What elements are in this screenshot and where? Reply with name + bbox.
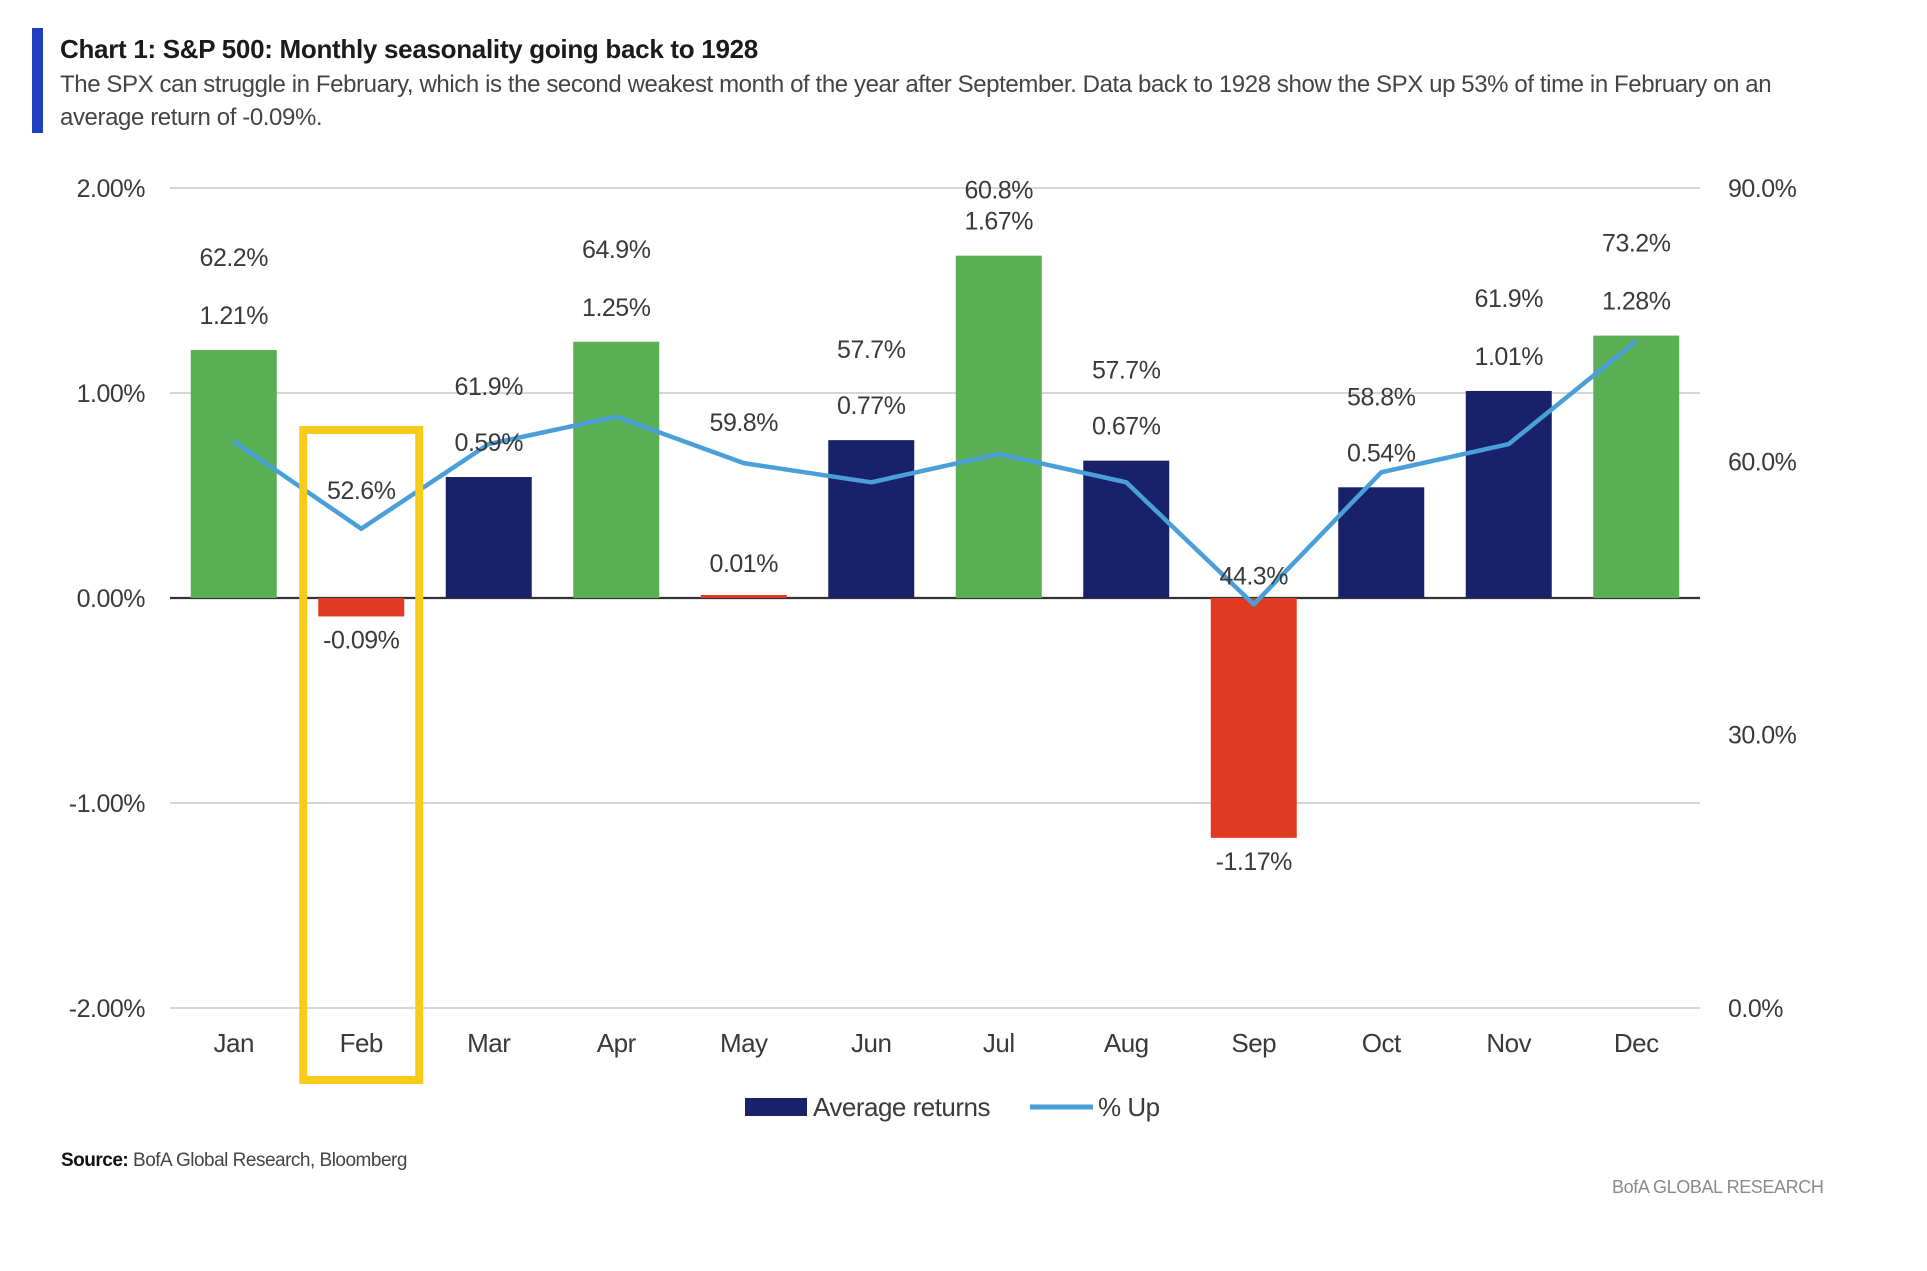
pct-up-value-label: 61.9% — [1475, 285, 1544, 313]
line-point — [1634, 339, 1638, 343]
y-left-tick-label: 1.00% — [77, 380, 146, 408]
bar — [1593, 335, 1680, 598]
title-accent-bar — [32, 28, 43, 133]
bar — [190, 349, 277, 598]
bar — [955, 255, 1042, 598]
bar — [1465, 390, 1552, 598]
line-point — [1507, 442, 1511, 446]
line-point — [1252, 602, 1256, 606]
pct-up-value-label: 73.2% — [1602, 230, 1671, 258]
bar-value-label: 0.67% — [1092, 413, 1161, 441]
chart-title: Chart 1: S&P 500: Monthly seasonality go… — [60, 34, 758, 64]
y-left-tick-label: -2.00% — [69, 995, 145, 1023]
legend-bar-swatch — [745, 1098, 807, 1116]
pct-up-value-label: 44.3% — [1220, 562, 1289, 590]
y-right-tick-label: 30.0% — [1728, 722, 1797, 750]
pct-up-value-label: 59.8% — [710, 409, 779, 437]
y-left-tick-label: 0.00% — [77, 585, 146, 613]
bar-value-label: 1.01% — [1475, 343, 1544, 371]
x-tick-label: May — [720, 1028, 768, 1058]
pct-up-value-label: 61.9% — [455, 373, 524, 401]
bar-value-label: -1.17% — [1216, 848, 1292, 876]
pct-up-value-label: 57.7% — [837, 336, 906, 364]
x-tick-label: Jan — [214, 1028, 254, 1058]
line-point — [359, 527, 363, 531]
source-label: Source: — [61, 1150, 129, 1171]
bar-value-label: 0.01% — [710, 550, 779, 578]
line-point — [487, 442, 491, 446]
bar — [445, 477, 532, 598]
x-tick-label: Dec — [1614, 1028, 1659, 1058]
pct-up-value-label: 60.8% — [965, 177, 1034, 205]
pct-up-value-label: 62.2% — [200, 244, 269, 272]
bar-value-label: 0.59% — [455, 429, 524, 457]
bar — [828, 440, 915, 598]
legend-label-average-returns: Average returns — [813, 1092, 991, 1122]
line-point — [742, 461, 746, 465]
x-tick-label: Apr — [597, 1028, 637, 1058]
bar-value-label: 0.77% — [837, 392, 906, 420]
y-left-tick-label: -1.00% — [69, 790, 145, 818]
y-right-tick-label: 0.0% — [1728, 995, 1783, 1023]
bar — [573, 341, 660, 598]
bar-value-label: 1.28% — [1602, 288, 1671, 316]
line-point — [614, 415, 618, 419]
line-point — [1379, 470, 1383, 474]
x-tick-label: Jun — [851, 1028, 891, 1058]
x-tick-label: Feb — [340, 1028, 383, 1058]
pct-up-line — [232, 339, 1638, 607]
line-point — [232, 439, 236, 443]
legend-label-pct-up: % Up — [1098, 1092, 1160, 1122]
x-tick-label: Mar — [467, 1028, 511, 1058]
line-point — [1124, 480, 1128, 484]
bar — [1338, 487, 1425, 598]
x-tick-label: Oct — [1362, 1028, 1402, 1058]
bar — [1210, 598, 1297, 838]
pct-up-value-label: 52.6% — [327, 477, 396, 505]
pct-up-value-label: 58.8% — [1347, 383, 1416, 411]
bar-value-label: -0.09% — [323, 626, 399, 654]
y-right-tick-label: 90.0% — [1728, 175, 1797, 203]
bar — [318, 598, 405, 617]
y-right-tick-label: 60.0% — [1728, 448, 1797, 476]
line-point — [869, 480, 873, 484]
chart-subtitle: The SPX can struggle in February, which … — [60, 71, 1772, 131]
pct-up-value-label: 64.9% — [582, 236, 651, 264]
bar — [700, 595, 787, 598]
x-tick-label: Jul — [983, 1028, 1015, 1058]
bar-value-label: 0.54% — [1347, 439, 1416, 467]
pct-up-value-label: 57.7% — [1092, 357, 1161, 385]
bar-value-label: 1.67% — [965, 208, 1034, 236]
source-note: Source: BofA Global Research, Bloomberg — [61, 1150, 407, 1172]
branding-label: BofA GLOBAL RESEARCH — [1612, 1177, 1824, 1197]
x-tick-label: Aug — [1104, 1028, 1149, 1058]
y-left-tick-label: 2.00% — [77, 175, 146, 203]
x-tick-label: Nov — [1486, 1028, 1531, 1058]
source-text: BofA Global Research, Bloomberg — [133, 1150, 407, 1171]
bar-value-label: 1.21% — [200, 302, 269, 330]
feb-highlight-box — [299, 426, 424, 1084]
bar-value-label: 1.25% — [582, 294, 651, 322]
line-point — [997, 452, 1001, 456]
x-tick-label: Sep — [1231, 1028, 1276, 1058]
